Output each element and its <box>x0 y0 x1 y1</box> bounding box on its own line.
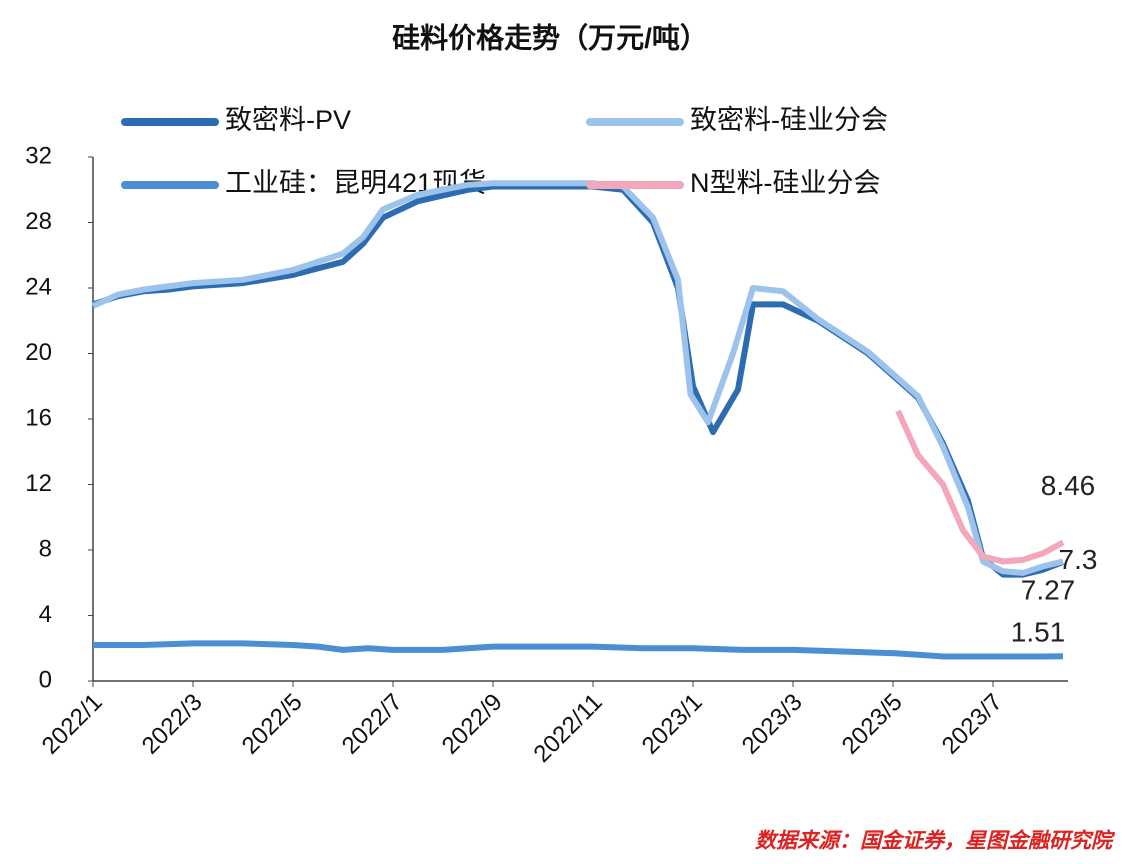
value-label: 8.46 <box>1041 470 1096 501</box>
source-note: 数据来源：国金证券，星图金融研究院 <box>755 829 1116 853</box>
value-label: 7.3 <box>1059 544 1098 575</box>
chart-title: 硅料价格走势（万元/吨） <box>392 21 708 53</box>
x-tick-label: 2022/3 <box>137 689 208 760</box>
legend-label: N型料-硅业分会 <box>690 168 881 198</box>
legend-label: 致密料-硅业分会 <box>690 105 888 135</box>
y-tick-label: 0 <box>39 666 52 693</box>
y-tick-label: 8 <box>39 535 52 562</box>
x-tick-label: 2023/5 <box>837 689 908 760</box>
x-tick-label: 2022/1 <box>37 689 108 760</box>
y-tick-label: 12 <box>25 470 52 497</box>
legend-label: 致密料-PV <box>225 105 351 135</box>
value-label: 7.27 <box>1021 574 1076 605</box>
x-tick-label: 2022/9 <box>437 689 508 760</box>
series-line <box>895 409 1065 565</box>
y-tick-label: 4 <box>39 601 52 628</box>
x-tick-label: 2023/7 <box>937 689 1008 760</box>
series-line <box>93 640 1064 660</box>
x-tick-label: 2022/11 <box>529 689 608 768</box>
series-line <box>91 180 1064 576</box>
y-tick-label: 28 <box>25 208 52 235</box>
y-tick-label: 20 <box>25 339 52 366</box>
series-line <box>92 183 1065 578</box>
y-tick-label: 32 <box>25 142 52 169</box>
x-tick-label: 2022/5 <box>237 689 308 760</box>
x-tick-label: 2022/7 <box>337 689 408 760</box>
y-tick-label: 16 <box>25 404 52 431</box>
x-tick-label: 2023/3 <box>737 689 808 760</box>
y-tick-label: 24 <box>25 273 52 300</box>
value-label: 1.51 <box>1011 617 1066 648</box>
x-tick-label: 2023/1 <box>637 689 708 760</box>
